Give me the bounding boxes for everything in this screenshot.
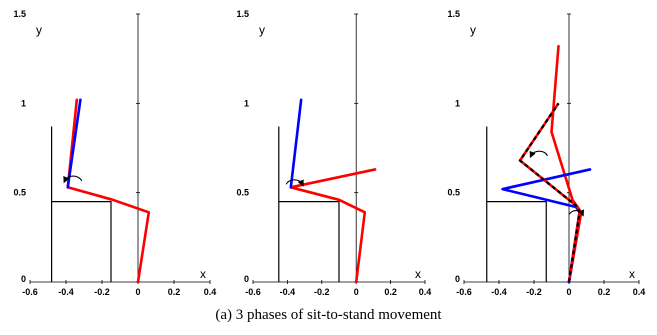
x-axis-label: x <box>629 267 635 281</box>
x-tick-label: 0.4 <box>419 287 432 297</box>
x-tick-label: 0.4 <box>204 287 217 297</box>
y-tick-label: 1.5 <box>236 9 249 19</box>
rotation-arrow-icon <box>285 179 304 187</box>
posture-line-dashed-base <box>518 102 581 283</box>
x-tick-label: 0.2 <box>168 287 181 297</box>
x-tick-label: 0 <box>354 287 359 297</box>
plots-group: 0 0.5 1 1.5 -0.6 -0.4 -0.2 0 0.2 0.4 x y 0 0.5 1 1.5 -0.… <box>13 9 645 297</box>
x-tick-label: -0.4 <box>58 287 74 297</box>
panel-1: 0 0.5 1 1.5 -0.6 -0.4 -0.2 0 0.2 0.4 x y <box>13 9 216 297</box>
panel-2: 0 0.5 1 1.5 -0.6 -0.4 -0.2 0 0.2 0.4 x y <box>236 9 431 297</box>
x-tick-label: 0.4 <box>633 287 646 297</box>
x-axis-label: x <box>415 267 421 281</box>
posture-line-1 <box>66 98 151 284</box>
rotation-arrow-icon <box>568 209 584 217</box>
x-tick-label: -0.2 <box>94 287 110 297</box>
rotation-arrow-icon <box>63 175 83 184</box>
posture-line-2 <box>66 98 82 189</box>
x-axis-label: x <box>200 267 206 281</box>
posture-line-1 <box>289 168 377 284</box>
x-tick-label: 0.2 <box>384 287 397 297</box>
y-tick-label: 0.5 <box>13 188 26 198</box>
x-tick-label: -0.6 <box>22 287 38 297</box>
y-tick-label: 1.5 <box>13 9 26 19</box>
x-tick-label: -0.4 <box>491 287 507 297</box>
y-tick-label: 0.5 <box>447 188 460 198</box>
figure-caption: (a) 3 phases of sit-to-stand movement <box>215 307 442 323</box>
rotation-arrow-icon <box>529 150 548 159</box>
y-axis-label: y <box>36 23 42 37</box>
x-tick-label: -0.4 <box>280 287 296 297</box>
posture-line-2 <box>289 98 303 189</box>
x-tick-label: -0.6 <box>245 287 261 297</box>
chair-seat <box>278 201 340 282</box>
y-tick-label: 0 <box>21 274 26 284</box>
x-tick-label: 0 <box>135 287 140 297</box>
x-tick-label: -0.2 <box>526 287 542 297</box>
chair-seat <box>51 201 112 282</box>
y-tick-label: 1 <box>244 98 249 108</box>
x-tick-label: -0.2 <box>314 287 330 297</box>
y-tick-label: 0.5 <box>236 188 249 198</box>
x-tick-label: 0 <box>566 287 571 297</box>
y-tick-label: 0 <box>455 274 460 284</box>
panel-3: 0 0.5 1 1.5 -0.6 -0.4 -0.2 0 0.2 0.4 x y <box>447 9 645 297</box>
y-axis-label: y <box>470 23 476 37</box>
posture-line-1 <box>550 44 583 284</box>
y-tick-label: 0 <box>244 274 249 284</box>
x-tick-label: -0.6 <box>456 287 472 297</box>
y-axis-label: y <box>259 23 265 37</box>
chair-seat <box>486 201 547 282</box>
y-tick-label: 1 <box>21 98 26 108</box>
y-tick-label: 1 <box>455 98 460 108</box>
x-tick-label: 0.2 <box>598 287 611 297</box>
y-tick-label: 1.5 <box>447 9 460 19</box>
